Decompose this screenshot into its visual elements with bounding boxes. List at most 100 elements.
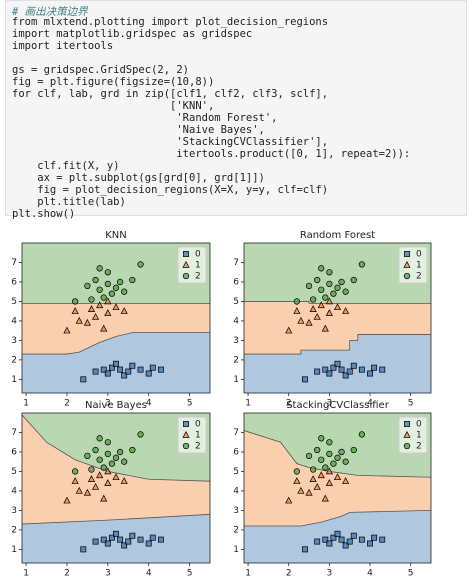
legend-marker — [182, 430, 190, 438]
point — [314, 446, 321, 454]
code-line: 'Naive Bayes', — [12, 124, 265, 136]
point — [297, 316, 305, 324]
y-tick-label: 6 — [233, 447, 239, 457]
point — [96, 471, 104, 479]
code-line: fig = plt.figure(figsize=(10,8)) — [12, 76, 215, 88]
point — [121, 542, 128, 549]
legend-marker — [404, 251, 410, 257]
point — [104, 479, 112, 486]
point — [367, 370, 373, 377]
point — [129, 362, 136, 369]
point — [293, 298, 300, 305]
y-tick-label: 7 — [11, 258, 17, 268]
point — [87, 475, 96, 482]
point — [330, 364, 337, 371]
point — [358, 536, 365, 543]
code-line: fig = plot_decision_regions(X=X, y=y, cl… — [12, 184, 329, 196]
legend-label: 0 — [195, 420, 201, 430]
point — [125, 368, 132, 375]
legend-label: 2 — [195, 272, 201, 282]
code-line: for clf, lab, grd in zip([clf1, clf2, cl… — [12, 88, 329, 100]
point — [63, 496, 71, 504]
point — [80, 546, 87, 553]
y-tick-label: 4 — [233, 316, 239, 326]
point — [83, 488, 91, 496]
y-tick-label: 3 — [233, 336, 239, 346]
code-line: ['KNN', — [12, 100, 215, 112]
point — [120, 477, 128, 484]
chart-title: StackingCVClassifier — [286, 400, 390, 411]
decision-boundary — [244, 430, 431, 478]
legend-label: 1 — [416, 261, 422, 271]
point — [338, 278, 345, 286]
point — [333, 473, 342, 481]
axes-frame — [21, 242, 211, 394]
point — [322, 536, 329, 543]
point — [326, 450, 333, 458]
point — [129, 276, 136, 284]
point — [104, 297, 112, 305]
point — [313, 312, 321, 320]
point — [305, 282, 313, 290]
chart-title: Naive Bayes — [85, 400, 147, 411]
point — [346, 368, 353, 375]
point — [96, 456, 103, 463]
legend-label: 0 — [416, 250, 422, 260]
point — [293, 307, 301, 314]
point — [325, 297, 333, 305]
point — [342, 288, 349, 295]
point — [116, 278, 124, 286]
point — [80, 376, 87, 383]
point — [96, 286, 103, 293]
point — [104, 450, 111, 458]
point — [338, 366, 345, 373]
point — [309, 305, 317, 312]
legend-label: 0 — [416, 420, 422, 430]
code-line: # 画出决策边界 — [12, 6, 88, 18]
point — [326, 540, 333, 547]
point — [318, 265, 325, 272]
decision-boundary — [22, 332, 210, 355]
point — [358, 431, 366, 438]
y-tick-label: 1 — [11, 545, 17, 555]
point — [117, 366, 124, 373]
point — [108, 364, 115, 371]
y-tick-label: 2 — [11, 355, 17, 365]
legend-label: 0 — [195, 250, 201, 260]
code-cell: # 画出决策边界 from mlxtend.plotting import plo… — [5, 0, 467, 220]
code-line: plt.show() — [12, 208, 76, 220]
point — [129, 532, 136, 539]
point — [325, 479, 333, 486]
point — [96, 435, 103, 442]
y-tick-label: 3 — [11, 506, 17, 516]
y-tick-label: 3 — [233, 506, 239, 516]
point — [112, 454, 120, 461]
region — [22, 514, 210, 563]
point — [302, 546, 308, 553]
point — [129, 446, 136, 454]
point — [84, 282, 91, 290]
legend-marker — [182, 272, 190, 280]
point — [104, 280, 111, 288]
y-tick-label: 4 — [11, 486, 17, 496]
point — [314, 538, 321, 545]
decision-boundary — [22, 414, 210, 482]
point — [104, 439, 111, 446]
y-tick-label: 6 — [11, 277, 17, 287]
point — [108, 290, 116, 297]
point — [334, 454, 341, 461]
point — [317, 471, 325, 479]
point — [342, 307, 350, 314]
point — [321, 324, 329, 332]
point — [96, 265, 103, 272]
x-tick-label: 2 — [286, 399, 292, 409]
point — [92, 538, 99, 545]
point — [112, 284, 120, 291]
point — [321, 494, 329, 502]
point — [149, 534, 156, 541]
point — [305, 318, 313, 326]
y-tick-label: 2 — [233, 525, 239, 535]
y-tick-label: 1 — [233, 545, 239, 555]
